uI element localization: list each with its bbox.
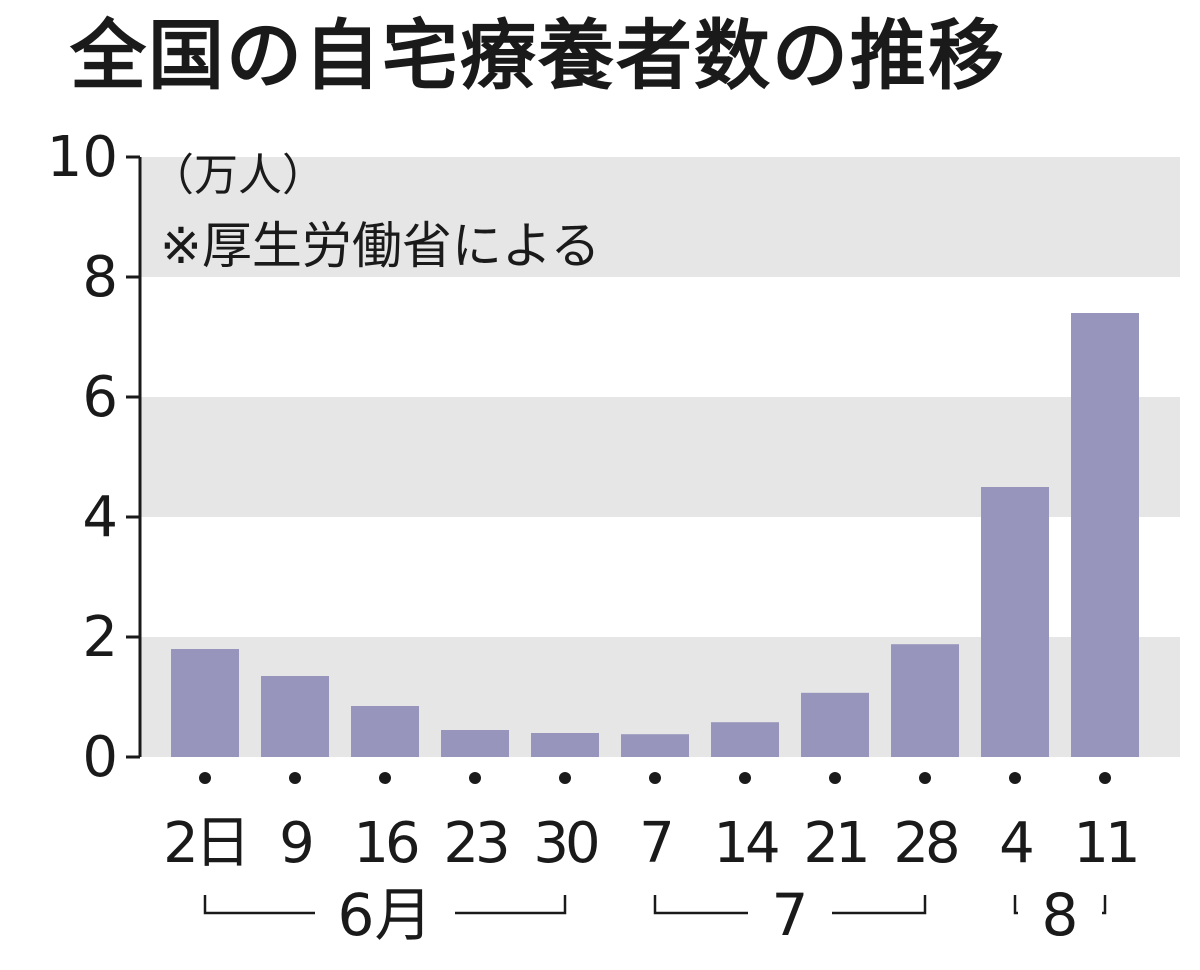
month-label: 7: [772, 881, 809, 949]
month-label: 6月: [338, 881, 433, 949]
x-tick-label: 30: [533, 811, 597, 876]
date-dot: [559, 772, 571, 784]
y-tick-label: 2: [82, 605, 118, 670]
date-dot: [1009, 772, 1021, 784]
month-bracket: [203, 895, 567, 915]
bar: [261, 676, 329, 757]
date-dot: [289, 772, 301, 784]
x-tick-label: 14: [713, 811, 778, 876]
date-dot: [919, 772, 931, 784]
date-dot: [199, 772, 211, 784]
month-bracket: [1013, 895, 1107, 915]
x-tick-label: 9: [279, 811, 311, 876]
x-tick-label: 2日: [163, 811, 247, 876]
bar: [891, 644, 959, 757]
x-tick-label: 23: [443, 811, 507, 876]
bar: [621, 734, 689, 757]
source-note: ※厚生労働省による: [160, 217, 600, 275]
x-tick-label: 16: [353, 811, 418, 876]
bar: [351, 706, 419, 757]
month-bracket: [653, 895, 927, 915]
x-tick-label: 7: [639, 811, 671, 876]
date-dot: [739, 772, 751, 784]
bar: [801, 692, 869, 757]
y-tick-label: 4: [82, 485, 118, 550]
y-axis: 0 2 4 6 8 10: [47, 125, 142, 790]
y-tick-label: 6: [82, 365, 118, 430]
unit-label: （万人）: [150, 150, 326, 201]
y-tick-label: 0: [82, 725, 118, 790]
x-tick-label: 4: [999, 811, 1032, 876]
background-band: [140, 157, 1180, 277]
bar: [1071, 313, 1139, 757]
date-dot: [829, 772, 841, 784]
bar: [441, 730, 509, 757]
chart-title: 全国の自宅療養者数の推移: [70, 11, 1006, 100]
date-dot: [649, 772, 661, 784]
bar: [981, 487, 1049, 757]
x-tick-label: 21: [803, 811, 866, 876]
bar: [711, 722, 779, 757]
date-dot: [1099, 772, 1111, 784]
bar: [531, 733, 599, 757]
month-label: 8: [1042, 881, 1079, 949]
y-tick-label: 8: [82, 245, 118, 310]
date-dot: [379, 772, 391, 784]
bar: [171, 649, 239, 757]
y-tick-label: 10: [47, 125, 118, 190]
x-tick-label: 11: [1073, 811, 1136, 876]
date-dot: [469, 772, 481, 784]
bars: [171, 313, 1139, 757]
x-tick-label: 28: [893, 811, 957, 876]
